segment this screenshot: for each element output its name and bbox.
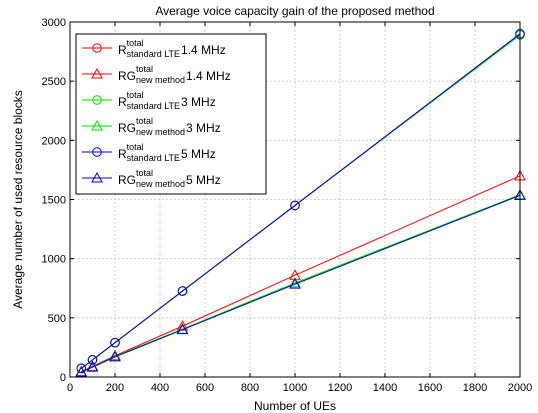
circle-marker	[76, 363, 87, 374]
series-4	[75, 188, 526, 377]
legend-subscript: new method	[136, 75, 185, 85]
legend-bandwidth: 3 MHz	[186, 121, 221, 135]
series-line	[81, 194, 521, 373]
x-tick-label: 200	[106, 382, 124, 394]
legend-bandwidth: 1.4 MHz	[181, 43, 226, 57]
triangle-marker	[75, 366, 88, 377]
legend-symbol: R	[118, 43, 127, 57]
series-line	[80, 33, 521, 369]
legend-subscript: new method	[136, 127, 185, 137]
triangle-marker	[109, 350, 121, 362]
legend-subscript: standard LTE	[127, 153, 180, 163]
series-5	[76, 29, 525, 374]
triangle-marker	[176, 323, 189, 335]
legend-superscript: total	[136, 64, 153, 74]
y-tick-label: 1000	[42, 254, 66, 266]
x-tick-label: 1200	[328, 382, 352, 394]
legend-subscript: standard LTE	[127, 101, 180, 111]
circle-marker	[110, 337, 120, 348]
y-tick-label: 2500	[42, 76, 66, 88]
y-tick-label: 1500	[42, 195, 66, 207]
circle-marker	[290, 200, 300, 211]
y-tick-label: 0	[60, 372, 66, 384]
x-axis-title: Number of UEs	[254, 399, 336, 413]
legend-marker	[92, 147, 102, 157]
circle-marker	[177, 286, 188, 296]
x-tick-label: 1800	[463, 382, 487, 394]
x-tick-label: 0	[67, 382, 73, 394]
x-tick-label: 400	[151, 382, 169, 394]
legend-superscript: total	[136, 168, 153, 178]
legend-symbol: RG	[118, 69, 136, 83]
x-tick-label: 1600	[418, 382, 442, 394]
legend-superscript: total	[127, 38, 144, 48]
series-lines	[75, 29, 526, 377]
y-tick-label: 3000	[42, 17, 66, 29]
y-tick-label: 500	[48, 313, 66, 325]
legend-symbol: RG	[118, 121, 136, 135]
y-tick-label: 2000	[42, 135, 66, 147]
x-tick-label: 2000	[508, 382, 532, 394]
chart-title: Average voice capacity gain of the propo…	[155, 4, 434, 18]
x-tick-label: 800	[241, 382, 259, 394]
legend-marker	[91, 67, 103, 79]
legend-superscript: total	[127, 90, 144, 100]
x-tick-label: 1400	[373, 382, 397, 394]
series-6	[75, 189, 526, 377]
legend-symbol: R	[118, 147, 127, 161]
grid	[70, 22, 520, 377]
triangle-marker	[289, 278, 301, 289]
legend-subscript: new method	[136, 179, 185, 189]
legend-bandwidth: 3 MHz	[181, 95, 216, 109]
legend-marker	[92, 43, 102, 53]
triangle-marker	[289, 276, 301, 288]
triangle-marker	[86, 361, 99, 372]
axis-ticks: 0 200 400 600 800 1000 1200 1400 1600 1800 2000 0 50…	[42, 17, 533, 394]
legend-symbol: RG	[118, 173, 136, 187]
circle-marker	[87, 355, 98, 365]
series-line	[81, 175, 521, 373]
legend-superscript: total	[127, 142, 144, 152]
x-tick-label: 1000	[283, 382, 307, 394]
legend-marker	[91, 119, 103, 131]
legend-subscript: standard LTE	[127, 49, 180, 59]
legend-box	[75, 33, 267, 195]
legend-superscript: total	[136, 116, 153, 126]
legend-bandwidth: 5 MHz	[181, 147, 216, 161]
legend-bandwidth: 5 MHz	[186, 173, 221, 187]
legend-symbol: R	[118, 95, 127, 109]
legend-marker	[92, 95, 102, 105]
legend-marker	[91, 171, 103, 183]
x-tick-label: 600	[196, 382, 214, 394]
y-axis-title: Average number of used resource blocks	[11, 90, 25, 309]
legend-bandwidth: 1.4 MHz	[186, 69, 231, 83]
